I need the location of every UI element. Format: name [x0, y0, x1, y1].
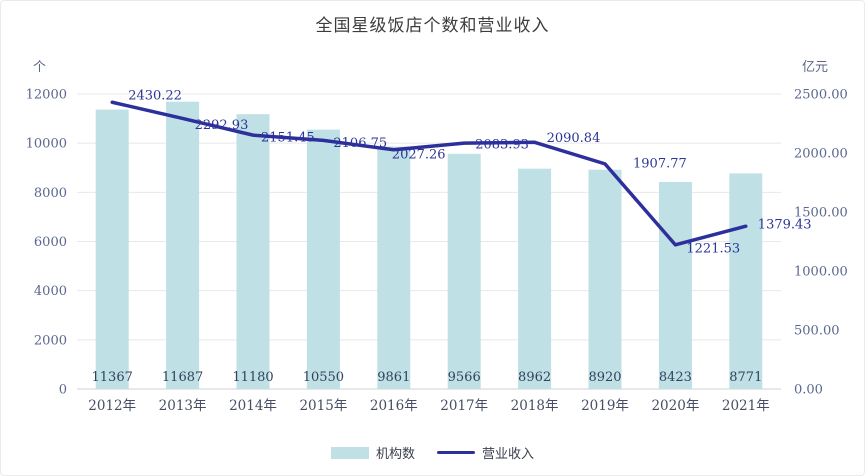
x-axis-category-label: 2020年: [651, 398, 699, 414]
bar-value-label: 11367: [92, 370, 133, 385]
revenue-line: [110, 100, 748, 247]
x-axis-category-label: 2017年: [440, 398, 488, 414]
legend-label-revenue: 营业收入: [482, 447, 535, 462]
left-axis-tick-label: 0: [59, 383, 67, 398]
line-value-label: 2027.26: [392, 147, 446, 162]
line-value-label: 2090.84: [547, 131, 601, 146]
legend-item-institutions[interactable]: 机构数: [330, 443, 415, 462]
right-axis-tick-label: 2500.00: [794, 88, 848, 103]
x-axis-category-label: 2013年: [159, 398, 207, 414]
bar-value-label: 11180: [232, 370, 273, 385]
bar-value-label: 8962: [518, 370, 551, 385]
bar-value-label: 9566: [448, 370, 481, 385]
right-axis-tick-label: 0.00: [794, 383, 823, 398]
right-axis-tick-label: 500.00: [794, 324, 840, 339]
right-axis-tick-label: 2000.00: [794, 147, 848, 162]
bar-value-label: 11687: [162, 370, 203, 385]
bar-2020年: [658, 181, 692, 389]
line-value-label: 1221.53: [686, 241, 740, 256]
legend: 机构数 营业收入: [1, 443, 864, 462]
bar-2021年: [729, 173, 763, 389]
bar-series-swatch: [330, 446, 369, 459]
left-axis-tick-label: 8000: [34, 186, 67, 201]
bar-value-label: 8920: [588, 370, 621, 385]
x-axis-category-label: 2021年: [722, 398, 770, 414]
x-axis-category-label: 2015年: [299, 398, 347, 414]
bar-2016年: [377, 146, 411, 389]
x-axis-category-label: 2016年: [370, 398, 418, 414]
x-axis-category-label: 2014年: [229, 398, 277, 414]
bar-2014年: [236, 114, 270, 390]
x-axis-category-label: 2012年: [88, 398, 136, 414]
bar-value-label: 8423: [659, 370, 692, 385]
line-value-label: 1907.77: [633, 156, 687, 171]
line-value-label: 2083.93: [475, 138, 529, 153]
right-axis-tick-label: 1500.00: [794, 206, 848, 221]
bar-value-label: 10550: [303, 370, 344, 385]
line-value-label: 1379.43: [758, 218, 812, 233]
bar-2017年: [447, 153, 481, 389]
bar-value-label: 8771: [729, 370, 762, 385]
left-axis-tick-label: 6000: [34, 235, 67, 250]
bar-2012年: [95, 109, 129, 389]
left-axis-tick-label: 2000: [34, 333, 67, 348]
bar-value-label: 9861: [377, 370, 410, 385]
bar-2018年: [518, 168, 552, 389]
line-series-swatch: [437, 451, 475, 454]
right-axis-unit: 亿元: [801, 60, 828, 75]
x-axis-category-label: 2018年: [511, 398, 559, 414]
bar-2013年: [166, 101, 200, 389]
x-axis-category-label: 2019年: [581, 398, 629, 414]
left-axis-tick-label: 10000: [26, 137, 67, 152]
left-axis-tick-label: 4000: [34, 284, 67, 299]
line-value-label: 2430.22: [128, 89, 182, 104]
right-axis-tick-label: 1000.00: [794, 265, 848, 280]
bar-2019年: [588, 169, 622, 389]
left-axis-unit: 个: [33, 60, 47, 75]
bar-2015年: [306, 129, 340, 390]
left-axis-tick-label: 12000: [26, 88, 67, 103]
chart-title: 全国星级饭店个数和营业收入: [315, 16, 550, 36]
legend-item-revenue[interactable]: 营业收入: [437, 443, 534, 462]
legend-label-institutions: 机构数: [375, 447, 415, 462]
